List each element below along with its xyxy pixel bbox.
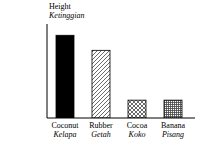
bar bbox=[56, 35, 74, 118]
chart: CoconutKelapa RubberGetah CocoaKoko BananaP… bbox=[0, 0, 200, 154]
x-axis bbox=[47, 118, 195, 119]
bar bbox=[164, 100, 182, 118]
bars bbox=[56, 35, 182, 118]
category-label: BananaPisang bbox=[161, 121, 186, 139]
y-axis-label: HeightKetinggian bbox=[48, 2, 85, 20]
category-label: CocoaKoko bbox=[127, 121, 148, 139]
category-label: RubberGetah bbox=[89, 121, 113, 139]
bar bbox=[92, 50, 110, 118]
category-label: CoconutKelapa bbox=[51, 121, 79, 139]
bar bbox=[128, 100, 146, 118]
y-axis bbox=[47, 24, 48, 118]
